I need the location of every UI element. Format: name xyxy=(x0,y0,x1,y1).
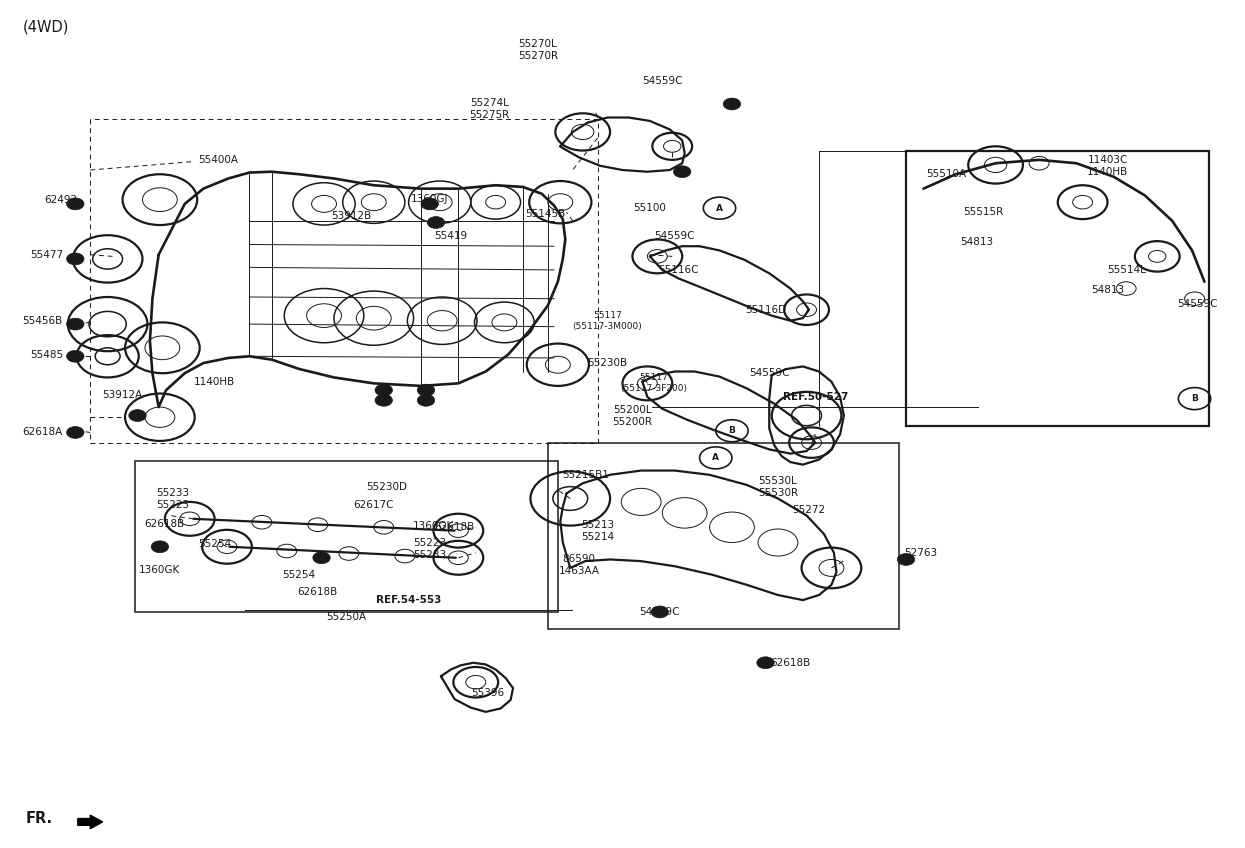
Text: 52763: 52763 xyxy=(904,548,937,558)
Text: 55396: 55396 xyxy=(472,689,504,698)
Circle shape xyxy=(723,98,741,110)
Text: 55200L
55200R: 55200L 55200R xyxy=(613,404,652,427)
Bar xyxy=(906,152,1209,426)
Circle shape xyxy=(898,554,915,566)
Text: B: B xyxy=(728,427,736,435)
Text: 55272: 55272 xyxy=(793,505,825,516)
Text: 55254: 55254 xyxy=(283,570,316,580)
Text: 55514L: 55514L xyxy=(1107,265,1145,275)
Text: 55510A: 55510A xyxy=(926,170,966,179)
Text: 55456B: 55456B xyxy=(22,315,63,326)
Text: 55274L
55275R: 55274L 55275R xyxy=(469,98,509,120)
Text: 62618B: 62618B xyxy=(435,522,474,533)
Text: 54559C: 54559C xyxy=(655,231,695,241)
Text: 53912A: 53912A xyxy=(102,390,143,400)
Circle shape xyxy=(66,198,83,209)
Text: 55250A: 55250A xyxy=(326,612,366,622)
Text: 55116D: 55116D xyxy=(745,304,786,315)
Circle shape xyxy=(66,253,83,265)
Text: 55117
(55117-3F200): 55117 (55117-3F200) xyxy=(620,373,687,393)
Text: 1360GK: 1360GK xyxy=(413,521,454,531)
Text: 55145B: 55145B xyxy=(525,209,565,219)
Text: 55485: 55485 xyxy=(30,349,63,360)
Text: 55213
55214: 55213 55214 xyxy=(581,520,614,542)
Text: 55100: 55100 xyxy=(634,204,666,213)
Text: 54559C: 54559C xyxy=(1177,298,1218,309)
Circle shape xyxy=(417,384,435,396)
Text: 55223
55233: 55223 55233 xyxy=(413,538,446,561)
Text: 55530L
55530R: 55530L 55530R xyxy=(758,477,798,499)
Text: 55215B1: 55215B1 xyxy=(561,470,609,480)
Circle shape xyxy=(66,318,83,330)
Circle shape xyxy=(151,541,168,553)
Text: 55477: 55477 xyxy=(30,249,63,259)
Circle shape xyxy=(417,394,435,406)
Text: 55230B: 55230B xyxy=(588,358,627,368)
Text: 62618B: 62618B xyxy=(771,658,810,667)
Text: 55419: 55419 xyxy=(435,231,467,241)
Circle shape xyxy=(375,384,392,396)
Text: 54559C: 54559C xyxy=(642,76,682,86)
Circle shape xyxy=(421,198,438,209)
Text: 53912B: 53912B xyxy=(331,211,371,220)
Text: 55116C: 55116C xyxy=(659,265,698,275)
Text: 62618B: 62618B xyxy=(144,519,186,529)
Text: A: A xyxy=(716,204,723,213)
Text: 54813: 54813 xyxy=(960,237,994,247)
Bar xyxy=(548,443,899,629)
Text: 11403C
1140HB: 11403C 1140HB xyxy=(1087,155,1128,176)
Text: 55117
(55117-3M000): 55117 (55117-3M000) xyxy=(573,311,642,331)
Text: 1360GK: 1360GK xyxy=(139,565,181,575)
Text: 54813: 54813 xyxy=(1091,285,1124,295)
Circle shape xyxy=(757,657,774,669)
Circle shape xyxy=(128,410,146,421)
Circle shape xyxy=(66,350,83,362)
Circle shape xyxy=(651,606,669,618)
Text: REF.50-527: REF.50-527 xyxy=(783,392,848,402)
Text: 54559C: 54559C xyxy=(749,368,789,378)
Bar xyxy=(134,461,558,612)
Text: 62492: 62492 xyxy=(45,195,77,204)
Text: A: A xyxy=(712,454,720,462)
Text: 86590
1463AA: 86590 1463AA xyxy=(559,554,600,576)
Text: REF.54-553: REF.54-553 xyxy=(376,595,441,605)
Text: B: B xyxy=(1191,394,1198,403)
Text: 55233
55223: 55233 55223 xyxy=(156,488,189,510)
Text: 55230D: 55230D xyxy=(366,483,407,493)
Circle shape xyxy=(66,427,83,438)
Text: (4WD): (4WD) xyxy=(24,20,70,34)
Circle shape xyxy=(674,165,691,177)
Text: 62618B: 62618B xyxy=(298,587,337,597)
Text: 55270L
55270R: 55270L 55270R xyxy=(518,39,558,61)
FancyArrow shape xyxy=(77,815,102,828)
Text: 55515R: 55515R xyxy=(964,208,1003,217)
Circle shape xyxy=(312,552,330,564)
Text: 62617C: 62617C xyxy=(354,500,393,510)
Text: 55254: 55254 xyxy=(198,539,232,550)
Text: 54559C: 54559C xyxy=(640,607,680,617)
Text: 55400A: 55400A xyxy=(198,155,238,165)
Circle shape xyxy=(427,216,444,228)
Text: 1140HB: 1140HB xyxy=(193,377,235,387)
Text: 62618A: 62618A xyxy=(22,427,63,438)
Text: 1360GJ: 1360GJ xyxy=(411,194,448,204)
Circle shape xyxy=(375,394,392,406)
Text: FR.: FR. xyxy=(26,811,52,826)
